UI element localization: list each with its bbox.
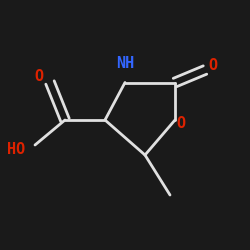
Text: HO: HO bbox=[7, 142, 25, 158]
Text: NH: NH bbox=[116, 56, 134, 71]
Text: O: O bbox=[176, 116, 186, 131]
Text: O: O bbox=[209, 58, 218, 72]
Text: O: O bbox=[34, 69, 44, 84]
